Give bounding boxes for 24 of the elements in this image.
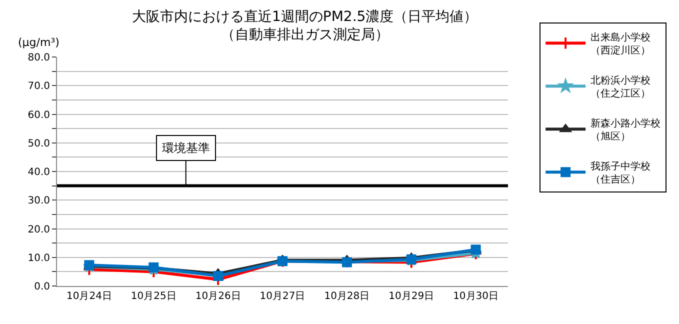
y-tick-label: 20.0 <box>28 224 50 236</box>
chart-subtitle: （自動車排出ガス測定局） <box>220 27 389 44</box>
x-tick-label: 10月27日 <box>260 291 306 302</box>
legend-label: 北粉浜小学校（住之江区） <box>590 74 651 100</box>
x-tick-label: 10月30日 <box>453 291 499 302</box>
y-tick-label: 0.0 <box>34 282 50 292</box>
y-tick-label: 70.0 <box>28 81 50 92</box>
x-tick-label: 10月26日 <box>195 291 241 302</box>
x-tick-label: 10月24日 <box>66 291 112 302</box>
legend-label: 我孫子中学校（住吉区） <box>590 160 651 186</box>
y-tick-label: 10.0 <box>28 252 50 264</box>
y-tick-label: 80.0 <box>28 52 50 64</box>
x-tick-label: 10月25日 <box>130 291 176 302</box>
chart-title: 大阪市内における直近1週間のPM2.5濃度（日平均値） <box>132 9 478 25</box>
x-tick-label: 10月28日 <box>324 291 370 302</box>
y-tick-label: 30.0 <box>28 196 50 207</box>
y-axis-title: (μg/m³) <box>18 36 60 49</box>
y-tick-label: 40.0 <box>28 167 50 178</box>
x-tick-label: 10月29日 <box>388 291 434 302</box>
y-tick-label: 60.0 <box>28 110 50 121</box>
y-tick-label: 50.0 <box>28 138 50 150</box>
ref-line-label: 環境基準 <box>162 141 210 155</box>
legend-label: 出来島小学校（西淀川区） <box>590 32 651 57</box>
legend-label: 新森小路小学校（旭区） <box>590 118 661 143</box>
